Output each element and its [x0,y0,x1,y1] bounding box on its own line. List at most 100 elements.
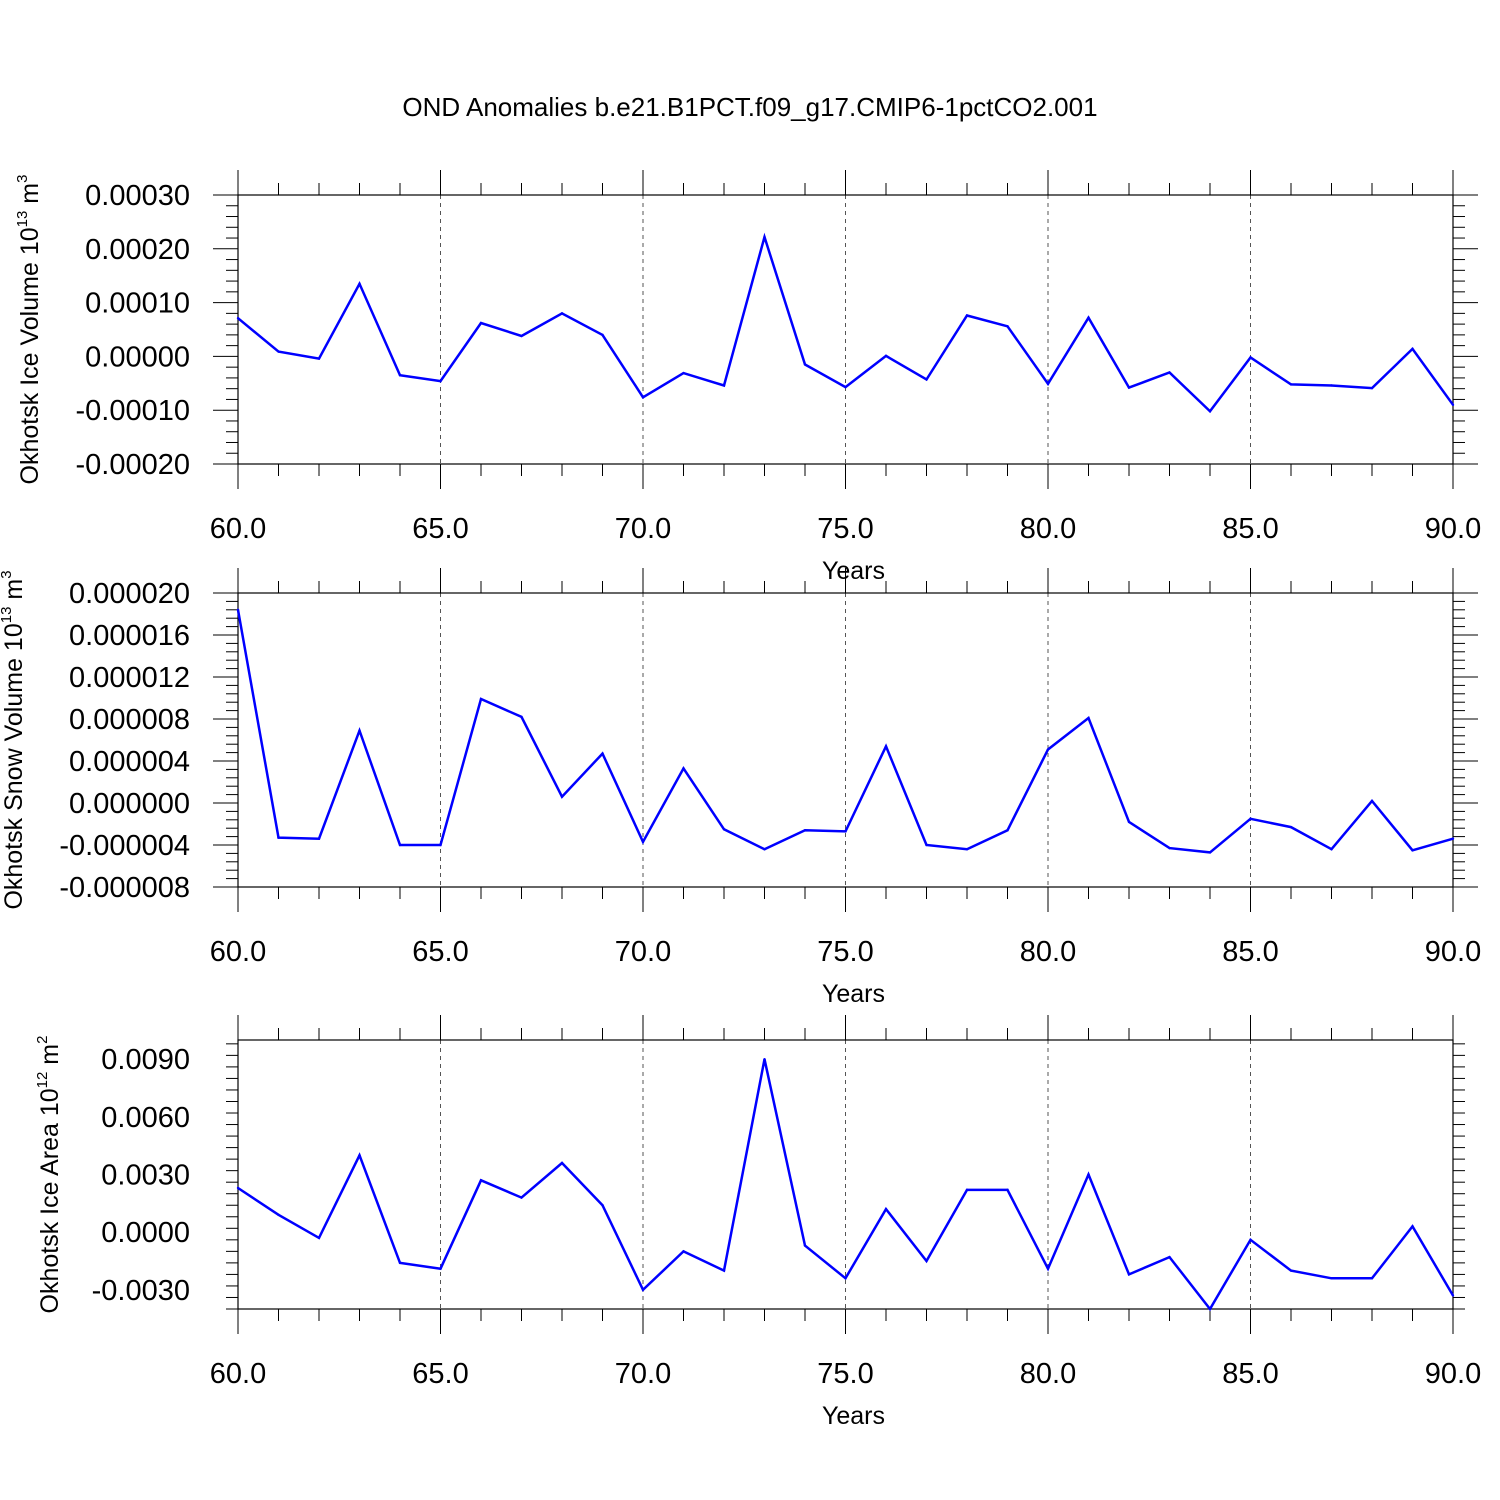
data-point [1330,848,1333,851]
y-tick-label: 0.000020 [69,578,190,610]
data-point [803,1244,807,1247]
x-tick-label: 85.0 [1222,936,1278,968]
data-point [803,829,807,832]
data-point [520,334,523,338]
y-tick-label: 0.00010 [85,288,190,320]
data-point [1370,799,1374,803]
y-tick-label: 0.0030 [101,1160,190,1192]
data-point [358,1154,361,1157]
y-tick-label: -0.00020 [76,449,191,481]
data-point [722,1269,726,1272]
y-tick-label: 0.00000 [85,341,190,373]
data-point [479,1179,483,1182]
y-axis-label: Okhotsk Ice Volume 1013 m3 [14,175,44,485]
x-tick-label: 85.0 [1222,1358,1278,1390]
data-point [1087,716,1090,720]
data-point [1208,1307,1212,1311]
data-point [317,357,321,360]
data-point [925,1259,928,1263]
x-tick-label: 90.0 [1425,936,1481,968]
x-tick-label: 65.0 [412,1358,468,1390]
data-point [479,697,483,701]
data-point [682,767,685,770]
data-point [1330,1277,1333,1280]
data-point [1087,316,1090,319]
y-tick-label: 0.000008 [69,704,190,736]
data-point [560,1161,564,1165]
y-tick-label: -0.000008 [59,872,190,904]
data-point [641,396,645,399]
data-point [277,1213,280,1217]
y-tick-label: -0.000004 [59,830,190,862]
data-point [925,378,928,381]
x-tick-label: 70.0 [615,513,671,545]
data-point [1451,837,1455,840]
y-tick-label: -0.0030 [92,1275,190,1307]
data-point [1127,1273,1131,1276]
data-point [1249,356,1252,359]
x-tick-label: 65.0 [412,936,468,968]
data-point [763,1058,766,1061]
x-tick-label: 80.0 [1020,513,1076,545]
data-point [236,317,240,320]
data-point [803,363,807,366]
data-point [1168,371,1171,374]
data-point [520,1196,523,1199]
data-point [277,836,280,839]
x-axis-label: Years [822,980,885,1008]
x-axis-label: Years [822,1402,885,1430]
y-tick-label: 0.000012 [69,662,190,694]
data-point [439,379,442,383]
data-point [1249,817,1252,820]
data-point [1168,1255,1171,1259]
data-point [520,715,523,719]
x-tick-label: 85.0 [1222,513,1278,545]
data-point [1289,1269,1293,1272]
x-tick-label: 75.0 [817,513,873,545]
data-point [965,848,969,851]
data-point [1289,383,1293,386]
data-point [1208,410,1212,413]
x-tick-label: 60.0 [210,513,266,545]
x-tick-label: 90.0 [1425,513,1481,545]
data-point [560,312,564,315]
y-tick-label: 0.0090 [101,1044,190,1076]
data-point [884,1207,888,1211]
x-tick-label: 70.0 [615,936,671,968]
data-point [358,282,361,285]
data-point [1289,825,1293,829]
y-tick-label: 0.0060 [101,1102,190,1134]
data-point [479,321,483,325]
y-axis-label: Okhotsk Snow Volume 1013 m3 [0,570,28,909]
y-tick-label: 0.0000 [101,1217,190,1249]
data-point [601,333,604,337]
data-point [884,745,888,748]
data-point [1006,325,1009,328]
data-point [1370,1277,1374,1280]
data-point [1370,386,1374,390]
data-point [1451,403,1455,407]
x-tick-label: 60.0 [210,936,266,968]
x-axis-label: Years [822,557,885,585]
data-point [398,1261,402,1265]
data-point [844,830,847,833]
data-point [236,608,240,611]
data-point [641,1288,645,1291]
data-point [398,374,402,377]
data-point [1208,851,1212,854]
x-tick-label: 75.0 [817,1358,873,1390]
x-tick-label: 60.0 [210,1358,266,1390]
y-tick-label: 0.000004 [69,746,190,778]
data-point [398,843,402,847]
x-tick-label: 75.0 [817,936,873,968]
data-point [722,384,726,387]
data-point [884,354,888,358]
x-tick-label: 80.0 [1020,1358,1076,1390]
data-point [1249,1238,1252,1242]
data-point [763,848,766,851]
data-point [1087,1173,1090,1176]
data-point [844,1277,847,1280]
data-point [1451,1294,1455,1297]
y-tick-label: -0.00010 [76,395,191,427]
